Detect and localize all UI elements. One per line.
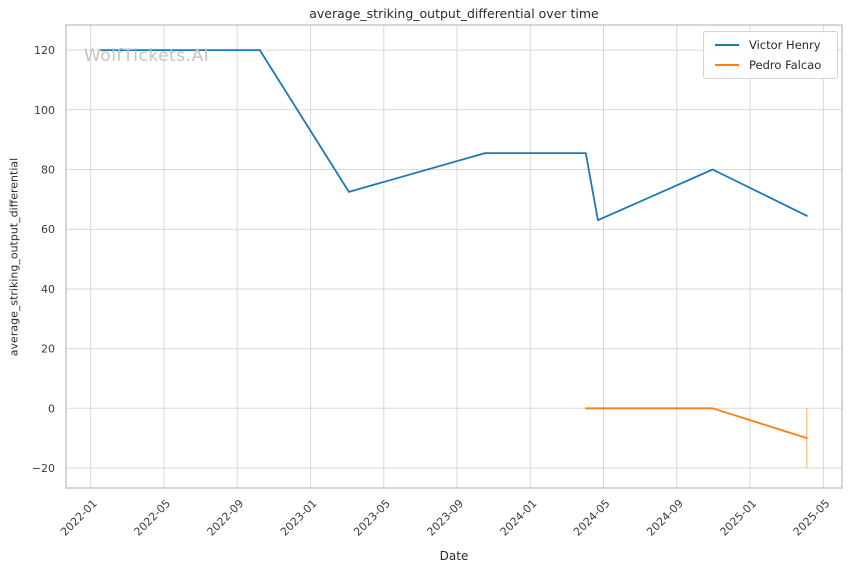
plot-border: [65, 24, 843, 489]
legend-label-victor-henry: Victor Henry: [749, 38, 821, 52]
legend-item-pedro-falcao: Pedro Falcao: [715, 58, 829, 72]
y-tick-label: −20: [32, 462, 55, 475]
y-tick-label: 120: [34, 44, 55, 57]
legend-label-pedro-falcao: Pedro Falcao: [749, 58, 822, 72]
y-tick-label: 20: [41, 343, 55, 356]
series-line-pedro-falcao: [584, 407, 808, 440]
legend: Victor Henry Pedro Falcao: [703, 31, 838, 79]
x-tick-label: 2024-01: [498, 497, 540, 539]
y-tick-label: 100: [34, 104, 55, 117]
y-tick-label: 40: [41, 283, 55, 296]
x-tick-label: 2022-05: [131, 497, 173, 539]
x-tick-label: 2025-05: [791, 497, 833, 539]
x-tick-label: 2025-01: [718, 497, 760, 539]
legend-line-swatch-pedro-falcao: [715, 64, 739, 66]
x-axis-label: Date: [439, 549, 469, 563]
y-tick-label: 60: [41, 223, 55, 236]
chart-title: average_striking_output_differential ove…: [309, 6, 599, 21]
x-tick-label: 2022-01: [58, 497, 100, 539]
series-line-victor-henry: [100, 49, 808, 222]
legend-line-swatch-victor-henry: [715, 44, 739, 46]
y-axis-label: average_striking_output_differential: [7, 157, 21, 357]
x-tick-label: 2023-01: [278, 497, 320, 539]
x-tick-label: 2024-05: [571, 497, 613, 539]
y-tick-label: 0: [48, 402, 55, 415]
x-tick-label: 2023-09: [424, 497, 466, 539]
x-tick-label: 2024-09: [644, 497, 686, 539]
watermark: WolfTickets.AI: [84, 46, 210, 66]
legend-item-victor-henry: Victor Henry: [715, 38, 829, 52]
y-tick-label: 80: [41, 164, 55, 177]
x-tick-label: 2022-09: [205, 497, 247, 539]
x-tick-label: 2023-05: [351, 497, 393, 539]
